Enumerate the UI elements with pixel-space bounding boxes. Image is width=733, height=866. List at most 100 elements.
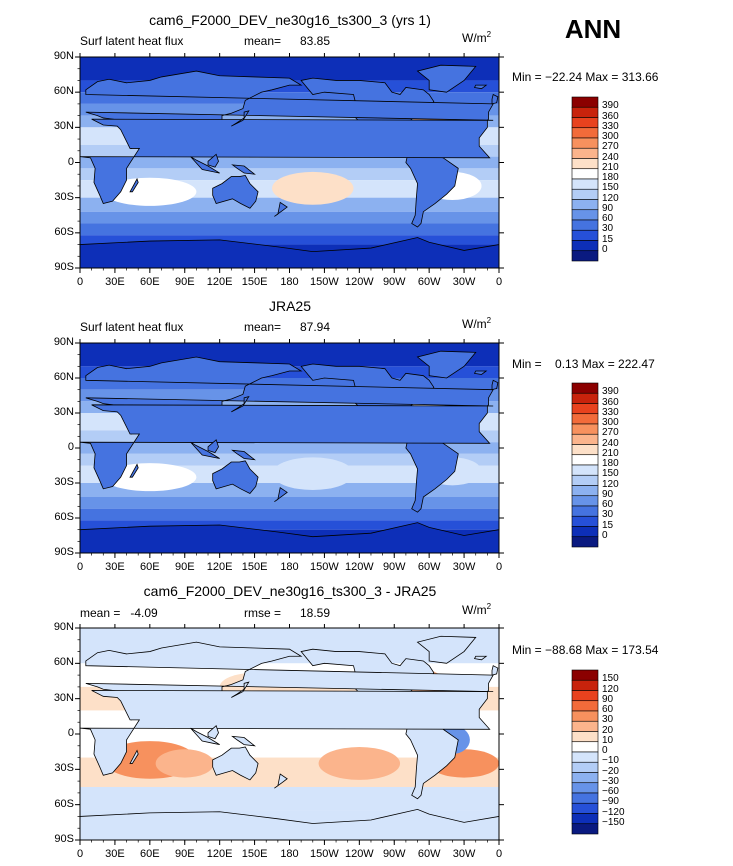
- colorbar-swatch: [571, 526, 599, 538]
- lon-tick-label: 90W: [382, 276, 406, 288]
- colorbar-swatch: [571, 188, 599, 200]
- colorbar-label: −60: [602, 786, 619, 797]
- lon-tick-label: 150W: [310, 848, 339, 860]
- units-exponent: 2: [486, 30, 492, 39]
- coastline: [274, 487, 288, 502]
- lat-tick-label: 90S: [54, 546, 74, 558]
- lat-tick-label: 90S: [54, 833, 74, 845]
- coastline: [190, 727, 220, 745]
- lon-tick-label: 30E: [105, 276, 125, 288]
- field-band: [80, 235, 499, 245]
- lon-tick-label: 60E: [140, 848, 160, 860]
- lat-tick-label: 90N: [53, 50, 74, 62]
- field-band: [80, 197, 499, 212]
- colorbar-label: 150: [602, 468, 619, 480]
- colorbar-swatch: [571, 168, 599, 180]
- colorbar-swatch: [571, 731, 599, 743]
- coastline: [212, 460, 259, 494]
- coastline: [416, 64, 477, 93]
- lat-tick-label: 60N: [53, 371, 74, 383]
- coastline: [207, 153, 219, 168]
- lon-tick-label: 150W: [310, 561, 339, 573]
- coastline: [190, 441, 220, 459]
- lon-tick-label: 150E: [241, 848, 268, 860]
- colorbar-label: 90: [602, 488, 614, 500]
- colorbar-swatch: [571, 536, 599, 548]
- panel-title: cam6_F2000_DEV_ne30g16_ts300_3 - JRA25: [143, 583, 437, 599]
- colorbar-swatch: [571, 485, 599, 497]
- lon-tick-label: 60E: [140, 276, 160, 288]
- field-feature: [318, 746, 401, 780]
- colorbar-swatch: [571, 751, 599, 763]
- colorbar-swatch: [571, 178, 599, 190]
- lon-tick-label: 180: [280, 848, 299, 860]
- colorbar-label: −20: [602, 765, 619, 777]
- coastline: [80, 237, 499, 268]
- colorbar-swatch: [571, 106, 599, 118]
- field-band: [80, 366, 499, 378]
- colorbar-swatch: [571, 229, 599, 241]
- coastline: [80, 404, 491, 490]
- coastline: [80, 690, 491, 776]
- colorbar-label: 20: [602, 724, 614, 736]
- colorbar-label: 210: [602, 447, 619, 459]
- lon-tick-label: 90W: [382, 848, 406, 860]
- coastline: [231, 735, 256, 747]
- colorbar-label: −10: [602, 755, 619, 767]
- colorbar-label: −30: [602, 775, 619, 787]
- colorbar-swatch: [571, 782, 599, 794]
- colorbar-label: −150: [602, 816, 625, 828]
- units-label: W/m2: [462, 316, 491, 331]
- lat-tick-label: 30N: [53, 691, 74, 704]
- lon-tick-label: 180: [280, 561, 299, 573]
- units-base: W/m: [462, 317, 487, 331]
- lat-tick-label: 90S: [54, 261, 74, 273]
- colorbar-swatch: [571, 710, 599, 722]
- lon-tick-label: 120E: [206, 561, 233, 573]
- colorbar-swatch: [571, 413, 599, 425]
- lon-tick-label: 120W: [344, 276, 374, 288]
- colorbar-label: 360: [602, 396, 619, 408]
- colorbar-label: 240: [602, 151, 619, 163]
- colorbar-swatch: [571, 454, 599, 466]
- field-feature: [272, 171, 354, 205]
- coastline: [274, 773, 288, 789]
- lat-tick-label: 30S: [54, 476, 74, 488]
- coastline: [491, 379, 499, 391]
- colorbar-label: 330: [602, 406, 619, 418]
- colorbar-swatch: [571, 495, 599, 507]
- panel-stat-label: mean=: [244, 320, 282, 334]
- colorbar-swatch: [571, 741, 599, 753]
- lat-tick-label: 60N: [53, 85, 74, 98]
- coastline: [207, 725, 219, 740]
- lon-tick-label: 150E: [241, 561, 268, 573]
- colorbar-swatch: [571, 813, 599, 825]
- colorbar-label: −120: [602, 806, 625, 818]
- field-band: [80, 168, 499, 181]
- lat-tick-label: 0: [67, 727, 74, 739]
- season-label: ANN: [564, 14, 622, 44]
- field-band: [80, 211, 499, 224]
- lon-tick-label: 0: [76, 848, 84, 860]
- coastline: [80, 808, 499, 840]
- panel-stat-value: 83.85: [300, 34, 331, 48]
- field-feature: [103, 463, 197, 492]
- colorbar-label: 270: [602, 427, 619, 439]
- colorbar-swatch: [571, 96, 599, 108]
- colorbar-swatch: [571, 403, 599, 415]
- colorbar-swatch: [571, 147, 599, 159]
- colorbar-swatch: [571, 433, 599, 445]
- lat-tick-label: 0: [67, 441, 74, 453]
- lat-tick-label: 60S: [54, 797, 74, 810]
- field-band: [80, 223, 499, 236]
- lon-tick-label: 0: [495, 561, 503, 573]
- units-label: W/m2: [462, 30, 491, 45]
- coastline: [274, 201, 288, 217]
- colorbar-swatch: [571, 792, 599, 804]
- colorbar-label: 30: [602, 223, 614, 235]
- panel-stat-label: rmse =: [244, 606, 282, 620]
- units-exponent: 2: [486, 316, 492, 325]
- lon-tick-label: 0: [76, 561, 84, 573]
- colorbar-label: 120: [602, 683, 619, 695]
